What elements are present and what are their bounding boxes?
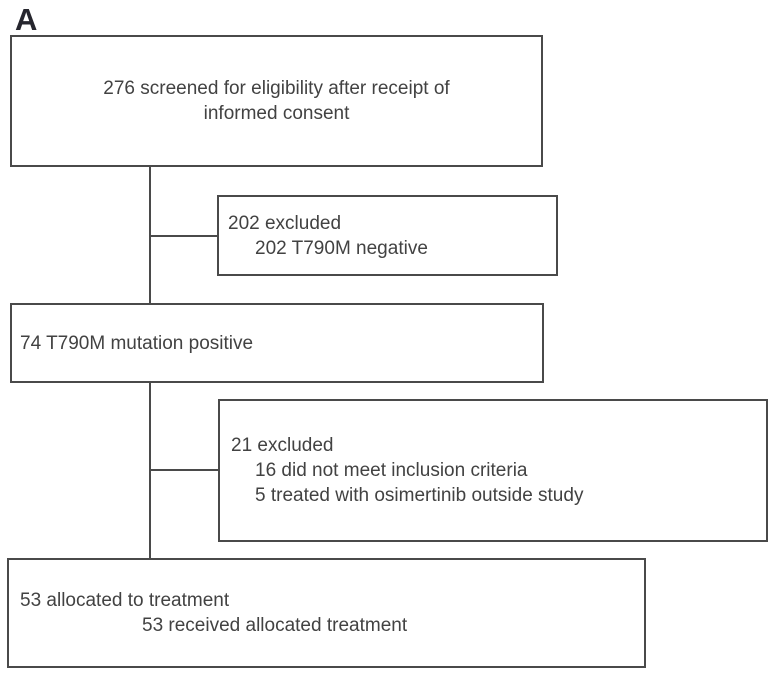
- box-excluded-t790m-negative: 202 excluded 202 T790M negative: [217, 195, 558, 276]
- box-excluded-2-line-2: 16 did not meet inclusion criteria: [255, 460, 528, 481]
- box-positive-line-1: 74 T790M mutation positive: [20, 332, 254, 354]
- box-allocated-line-1: 53 allocated to treatment: [20, 590, 230, 611]
- box-allocated-line-2: 53 received allocated treatment: [142, 615, 408, 636]
- box-screened-line-2: informed consent: [203, 103, 350, 124]
- panel-label: A: [15, 2, 38, 37]
- connector-branch-excluded-1: [150, 235, 217, 237]
- connector-branch-excluded-2: [150, 469, 218, 471]
- box-screened-line-1: 276 screened for eligibility after recei…: [103, 78, 450, 99]
- box-t790m-positive: 74 T790M mutation positive: [10, 303, 544, 383]
- box-screened-eligibility: 276 screened for eligibility after recei…: [10, 35, 543, 167]
- box-excluded-2-line-1: 21 excluded: [231, 435, 334, 456]
- box-excluded-1-line-1: 202 excluded: [228, 212, 342, 234]
- box-excluded-1-line-2: 202 T790M negative: [255, 237, 428, 259]
- box-excluded-inclusion-criteria: 21 excluded 16 did not meet inclusion cr…: [218, 399, 768, 542]
- box-excluded-2-line-3: 5 treated with osimertinib outside study: [255, 485, 584, 506]
- box-allocated-treatment: 53 allocated to treatment 53 received al…: [7, 558, 646, 668]
